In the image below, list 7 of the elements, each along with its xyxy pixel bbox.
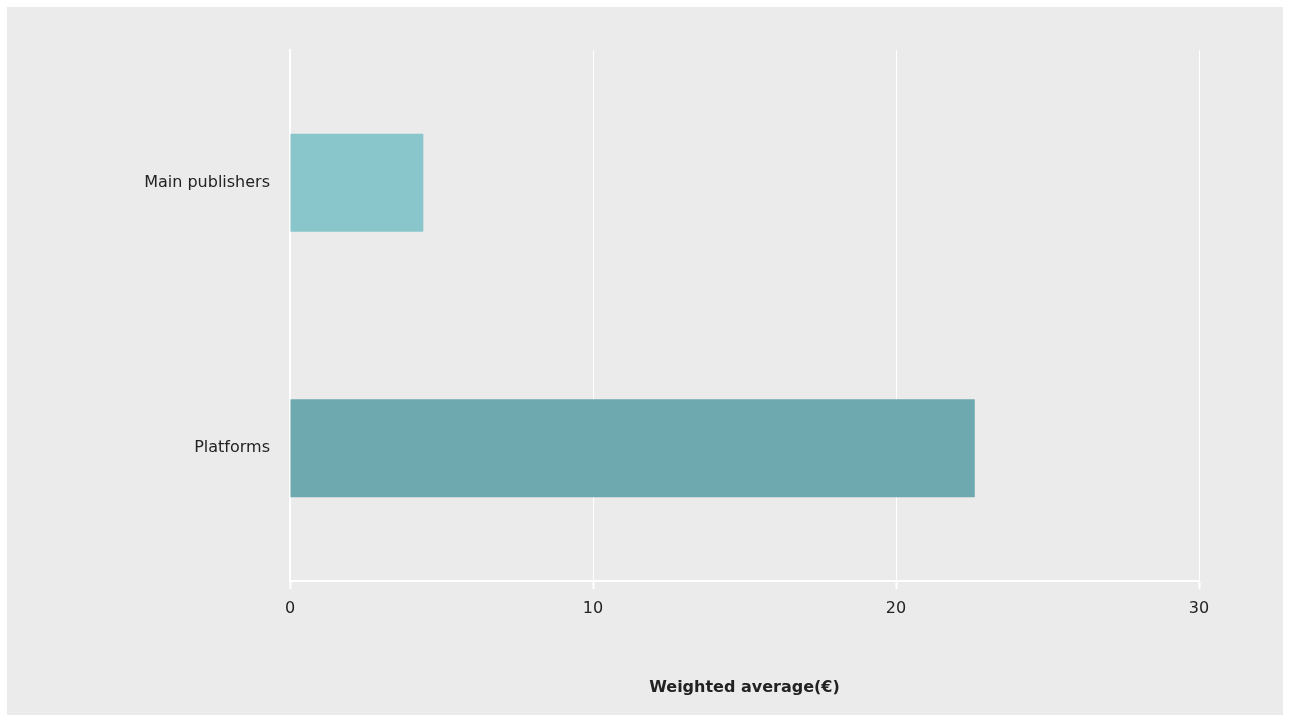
x-tick-label: 30 xyxy=(1188,597,1210,617)
y-tick-label: Platforms xyxy=(194,437,270,457)
x-tick-label: 20 xyxy=(885,597,907,617)
x-axis-title: Weighted average(€) xyxy=(649,676,840,696)
x-tick-label: 0 xyxy=(284,597,296,617)
x-tick-label: 10 xyxy=(582,597,604,617)
y-tick-label: Main publishers xyxy=(144,171,270,191)
